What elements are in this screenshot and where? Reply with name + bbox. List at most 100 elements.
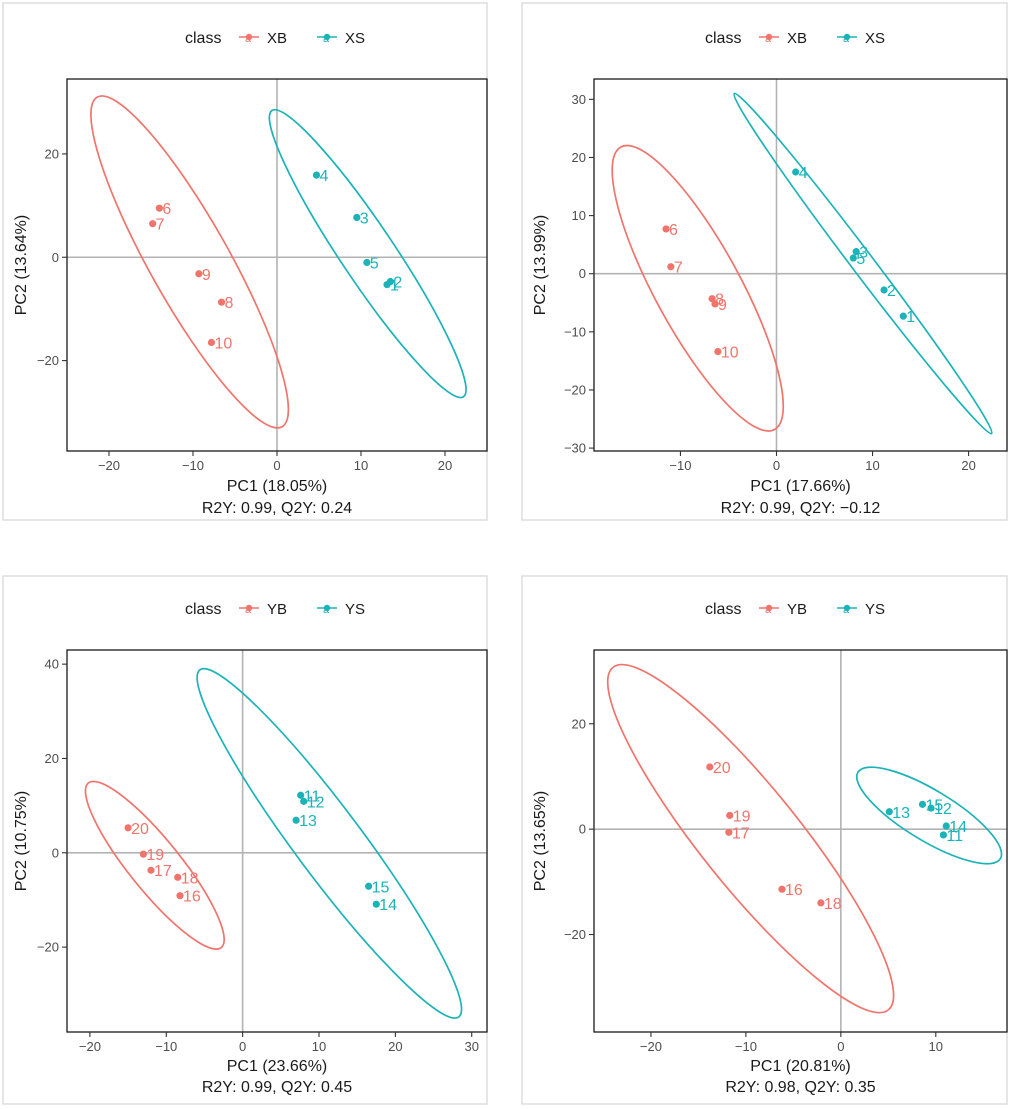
legend-key-glyph: a (245, 33, 252, 45)
point-YB-18 (817, 899, 825, 907)
y-tick-label: −20 (564, 382, 586, 397)
point-label: 13 (892, 805, 910, 822)
legend-entry-XB: XB (267, 30, 287, 47)
point-label: 1 (390, 278, 399, 295)
x-axis-title: PC1 (18.05%) (227, 478, 328, 495)
legend-entry-YS: YS (345, 601, 365, 618)
point-YB-17 (725, 828, 733, 836)
point-label: 4 (799, 165, 808, 182)
panel-frame (521, 575, 1008, 1105)
x-tick-label: 0 (837, 1039, 844, 1054)
point-label: 11 (946, 828, 963, 845)
legend-entry-XS: XS (865, 30, 885, 47)
point-YS-11 (297, 791, 305, 799)
point-label: 17 (732, 825, 750, 842)
y-axis-title: PC2 (13.65%) (532, 791, 549, 892)
legend: class a XB a XS (185, 30, 365, 47)
point-label: 5 (370, 255, 379, 272)
point-XB-7 (149, 220, 157, 228)
point-label: 15 (372, 879, 390, 896)
confidence-ellipse-XB (90, 95, 290, 429)
point-label: 16 (785, 882, 803, 899)
x-tick-label: −20 (79, 1039, 101, 1054)
point-YB-19 (726, 811, 734, 820)
point-XS-5 (849, 254, 857, 262)
legend-title: class (185, 601, 221, 618)
y-axis-title: PC2 (10.75%) (13, 791, 30, 892)
point-label: 10 (214, 336, 232, 353)
point-XS-4 (312, 171, 321, 179)
x-tick-label: 10 (354, 458, 368, 473)
x-tick-label: −20 (98, 458, 120, 473)
point-XB-7 (667, 263, 675, 271)
point-label: 9 (202, 267, 211, 284)
point-YB-17 (147, 866, 155, 874)
legend: class a YB a YS (705, 601, 885, 618)
point-YS-14 (372, 900, 380, 908)
legend-title: class (705, 601, 741, 618)
x-tick-label: 10 (865, 458, 879, 473)
x-tick-label: −10 (182, 458, 204, 473)
point-label: 2 (393, 275, 402, 292)
point-label: 20 (713, 760, 731, 777)
panel-2: 6 7 89 10 4 35 21 −10 0 10 20 −30 −20 −10 0 10 20 30 PC1 (… (521, 2, 1008, 521)
y-tick-label: 30 (572, 92, 586, 107)
point-XB-10 (207, 338, 216, 347)
y-tick-label: 0 (579, 822, 586, 837)
y-tick-label: −30 (564, 441, 586, 456)
legend-key-glyph: a (323, 33, 330, 45)
point-label: 8 (715, 292, 724, 309)
confidence-ellipse-YS (855, 766, 1003, 865)
legend-key-point (765, 604, 773, 612)
point-label: 1 (906, 309, 915, 326)
point-YS-12 (927, 804, 935, 812)
point-XS-5 (363, 258, 371, 267)
point-YS-15 (365, 882, 373, 890)
point-YS-13 (292, 816, 300, 824)
point-label: 5 (856, 251, 865, 268)
x-axis-title: PC1 (20.81%) (750, 1058, 851, 1075)
y-tick-label: 0 (579, 266, 586, 281)
point-label: 20 (131, 821, 149, 838)
x-tick-label: 20 (438, 458, 452, 473)
confidence-ellipse-XS (733, 92, 993, 435)
x-tick-label: 0 (773, 458, 780, 473)
point-label: 7 (156, 217, 165, 234)
point-YS-13 (885, 808, 893, 816)
legend-key-glyph: a (843, 604, 850, 616)
point-label: 10 (721, 345, 739, 362)
legend-entry-YS: YS (865, 601, 885, 618)
model-fit-caption: R2Y: 0.99, Q2Y: 0.45 (202, 1079, 352, 1096)
y-tick-label: −20 (37, 353, 59, 368)
point-label: 7 (674, 260, 683, 277)
point-YS-15 (918, 800, 927, 808)
point-YB-20 (124, 824, 132, 832)
point-XB-6 (155, 204, 163, 212)
y-axis-title: PC2 (13.64%) (13, 215, 30, 316)
model-fit-caption: R2Y: 0.98, Q2Y: 0.35 (725, 1079, 875, 1096)
point-label: 17 (154, 863, 172, 880)
point-XS-2 (880, 286, 888, 294)
x-tick-label: 20 (961, 458, 975, 473)
y-tick-label: 0 (52, 845, 59, 860)
point-YS-14 (942, 822, 950, 830)
confidence-ellipse-YB (84, 780, 226, 950)
point-XS-1 (899, 312, 907, 320)
legend: class a XB a XS (705, 30, 885, 47)
point-label: 3 (360, 210, 369, 227)
x-tick-label: 0 (273, 458, 280, 473)
point-XB-8 (217, 298, 226, 306)
x-tick-label: −10 (669, 458, 691, 473)
x-tick-label: 10 (929, 1039, 943, 1054)
confidence-ellipse-YB (606, 663, 895, 1014)
point-YB-20 (706, 763, 714, 771)
panel-frame (2, 575, 488, 1105)
point-label: 4 (319, 168, 328, 185)
point-XS-4 (792, 168, 800, 176)
point-label: 14 (949, 819, 967, 836)
y-tick-label: −20 (564, 927, 586, 942)
point-label: 19 (733, 808, 751, 825)
point-XB-10 (714, 348, 722, 356)
